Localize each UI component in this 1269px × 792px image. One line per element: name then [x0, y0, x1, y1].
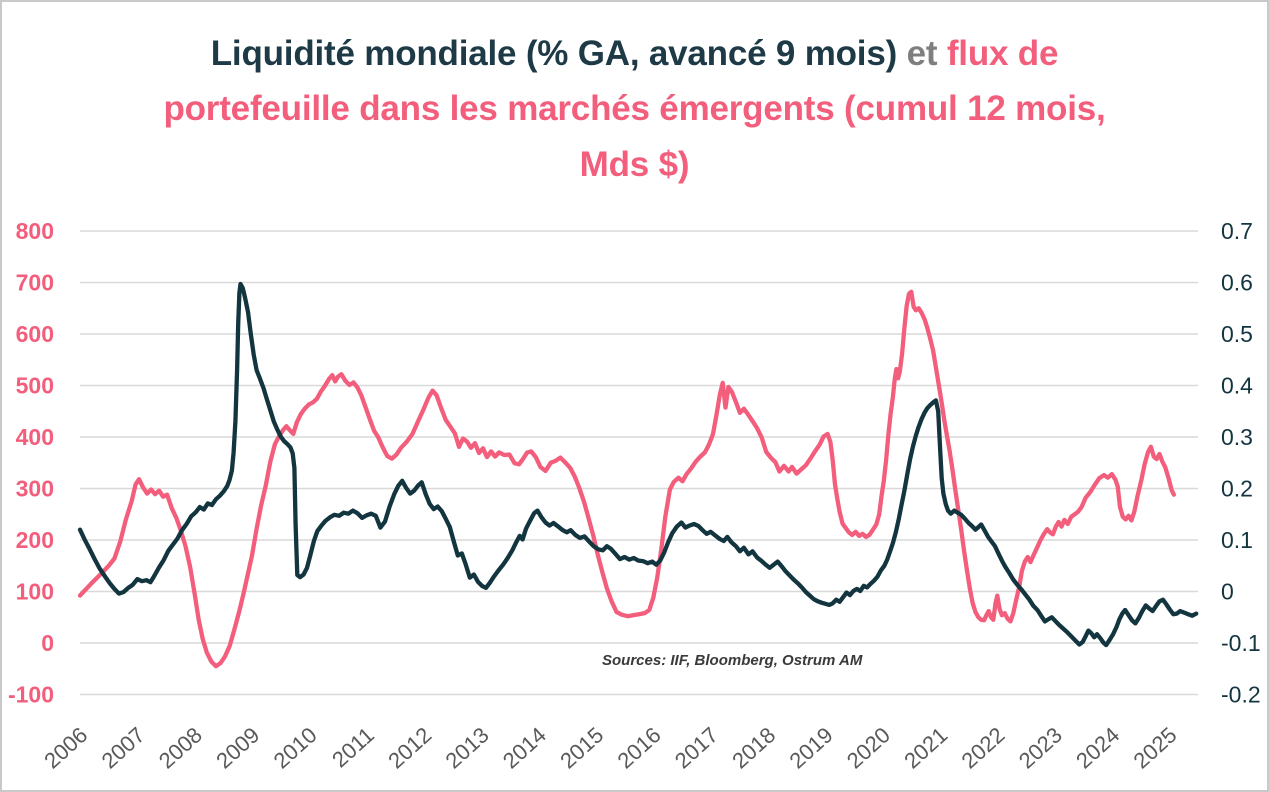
x-axis-year-label: 2013 [441, 722, 494, 773]
x-axis-year-label: 2023 [1014, 722, 1067, 773]
right-axis-tick-label: 0.6 [1221, 270, 1253, 296]
x-axis-year-label: 2022 [957, 722, 1010, 773]
left-axis-tick-label: -100 [8, 682, 54, 708]
right-axis-tick-label: 0.1 [1221, 527, 1253, 553]
x-axis-year-label: 2021 [899, 722, 952, 773]
x-axis-year-label: 2011 [327, 722, 379, 772]
right-axis-tick-label: 0.5 [1221, 321, 1253, 347]
global-liquidity-line [77, 281, 1199, 648]
right-axis-tick-label: -0.2 [1221, 682, 1261, 708]
x-axis-year-label: 2006 [39, 722, 92, 773]
right-axis-tick-label: -0.1 [1221, 630, 1261, 656]
title-liquidity-part: Liquidité mondiale (% GA, avancé 9 mois) [210, 34, 898, 73]
x-axis-year-label: 2024 [1071, 722, 1124, 773]
x-axis-year-label: 2012 [383, 722, 436, 773]
right-axis-tick-label: 0.7 [1221, 218, 1253, 244]
right-axis-tick-label: 0.3 [1221, 424, 1253, 450]
left-axis-tick-label: 700 [16, 270, 54, 296]
left-axis-tick-label: 0 [41, 630, 54, 656]
x-axis-year-label: 2015 [555, 722, 608, 773]
x-axis-year-label: 2009 [211, 722, 264, 773]
source-note: Sources: IIF, Bloomberg, Ostrum AM [602, 652, 863, 669]
x-axis-year-label: 2008 [154, 722, 207, 773]
left-axis-tick-label: 500 [16, 373, 54, 399]
x-axis-year-label: 2016 [613, 722, 666, 773]
em-portfolio-flows-line [77, 289, 1177, 669]
x-axis-year-label: 2025 [1129, 722, 1182, 773]
right-axis-tick-label: 0.2 [1221, 476, 1253, 502]
title-flows-part: flux de portefeuille dans les marchés ém… [163, 34, 1106, 184]
right-axis-tick-label: 0.4 [1221, 373, 1253, 399]
title-connector: et [906, 34, 938, 73]
x-axis-year-label: 2019 [785, 722, 838, 773]
right-axis-tick-label: 0 [1221, 579, 1234, 605]
x-axis-year-label: 2007 [97, 722, 150, 773]
left-axis-tick-label: 300 [16, 476, 54, 502]
x-axis-year-label: 2010 [269, 722, 322, 773]
x-axis-year-label: 2017 [670, 722, 723, 773]
left-axis-tick-label: 600 [16, 321, 54, 347]
left-axis-tick-label: 200 [16, 527, 54, 553]
x-axis-year-label: 2018 [727, 722, 780, 773]
x-axis-year-label: 2020 [842, 722, 895, 773]
left-axis-tick-label: 100 [16, 579, 54, 605]
chart-title: Liquidité mondiale (% GA, avancé 9 mois)… [2, 26, 1267, 192]
x-axis-year-label: 2014 [498, 722, 551, 773]
left-axis-tick-label: 400 [16, 424, 54, 450]
left-axis-tick-label: 800 [16, 218, 54, 244]
